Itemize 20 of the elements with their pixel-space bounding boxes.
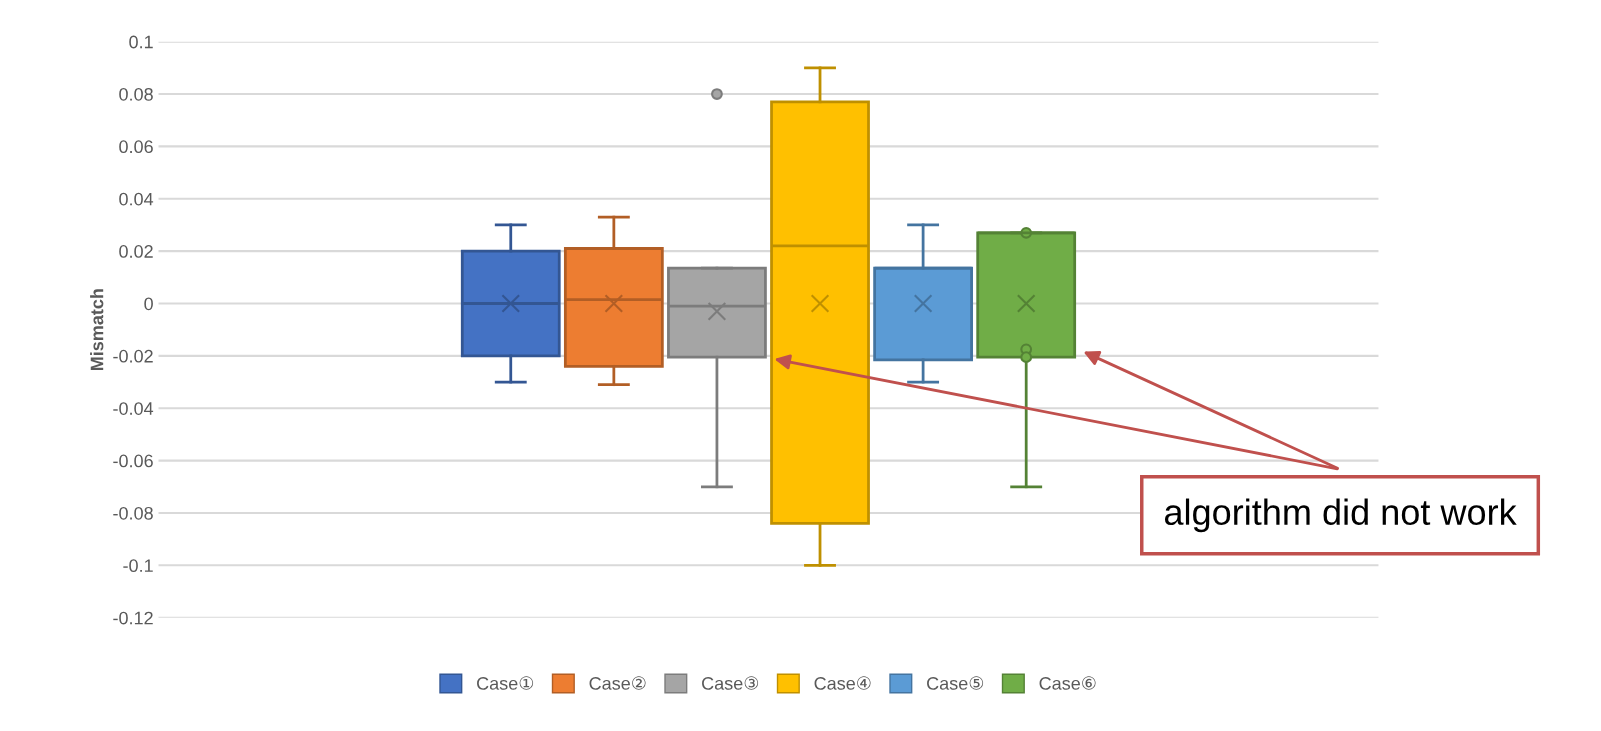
y-tick-label: -0.04	[113, 402, 154, 415]
legend-label: Case③	[702, 676, 759, 690]
legend-label: Case⑤	[927, 676, 984, 690]
y-tick-label: 0.06	[119, 140, 153, 154]
y-tick-label: 0.1	[129, 35, 153, 49]
y-tick-label: 0.08	[119, 87, 153, 101]
y-tick-label: -0.06	[113, 454, 153, 468]
annotation: algorithm did not work	[1164, 498, 1517, 533]
y-tick-label: 0.04	[119, 192, 154, 206]
y-tick-label: -0.02	[113, 349, 153, 363]
legend-label: Case②	[589, 676, 646, 690]
y-tick-label: 0	[144, 297, 153, 311]
y-axis-title: Mismatch	[90, 289, 104, 371]
legend-label: Case④	[814, 676, 871, 690]
y-tick-label: -0.1	[123, 559, 153, 573]
y-tick-label: -0.12	[113, 611, 153, 625]
legend-label: Case①	[477, 676, 534, 690]
legend-label: Case⑥	[1039, 676, 1096, 690]
y-tick-label: 0.02	[119, 245, 153, 258]
y-tick-label: -0.08	[113, 506, 153, 520]
